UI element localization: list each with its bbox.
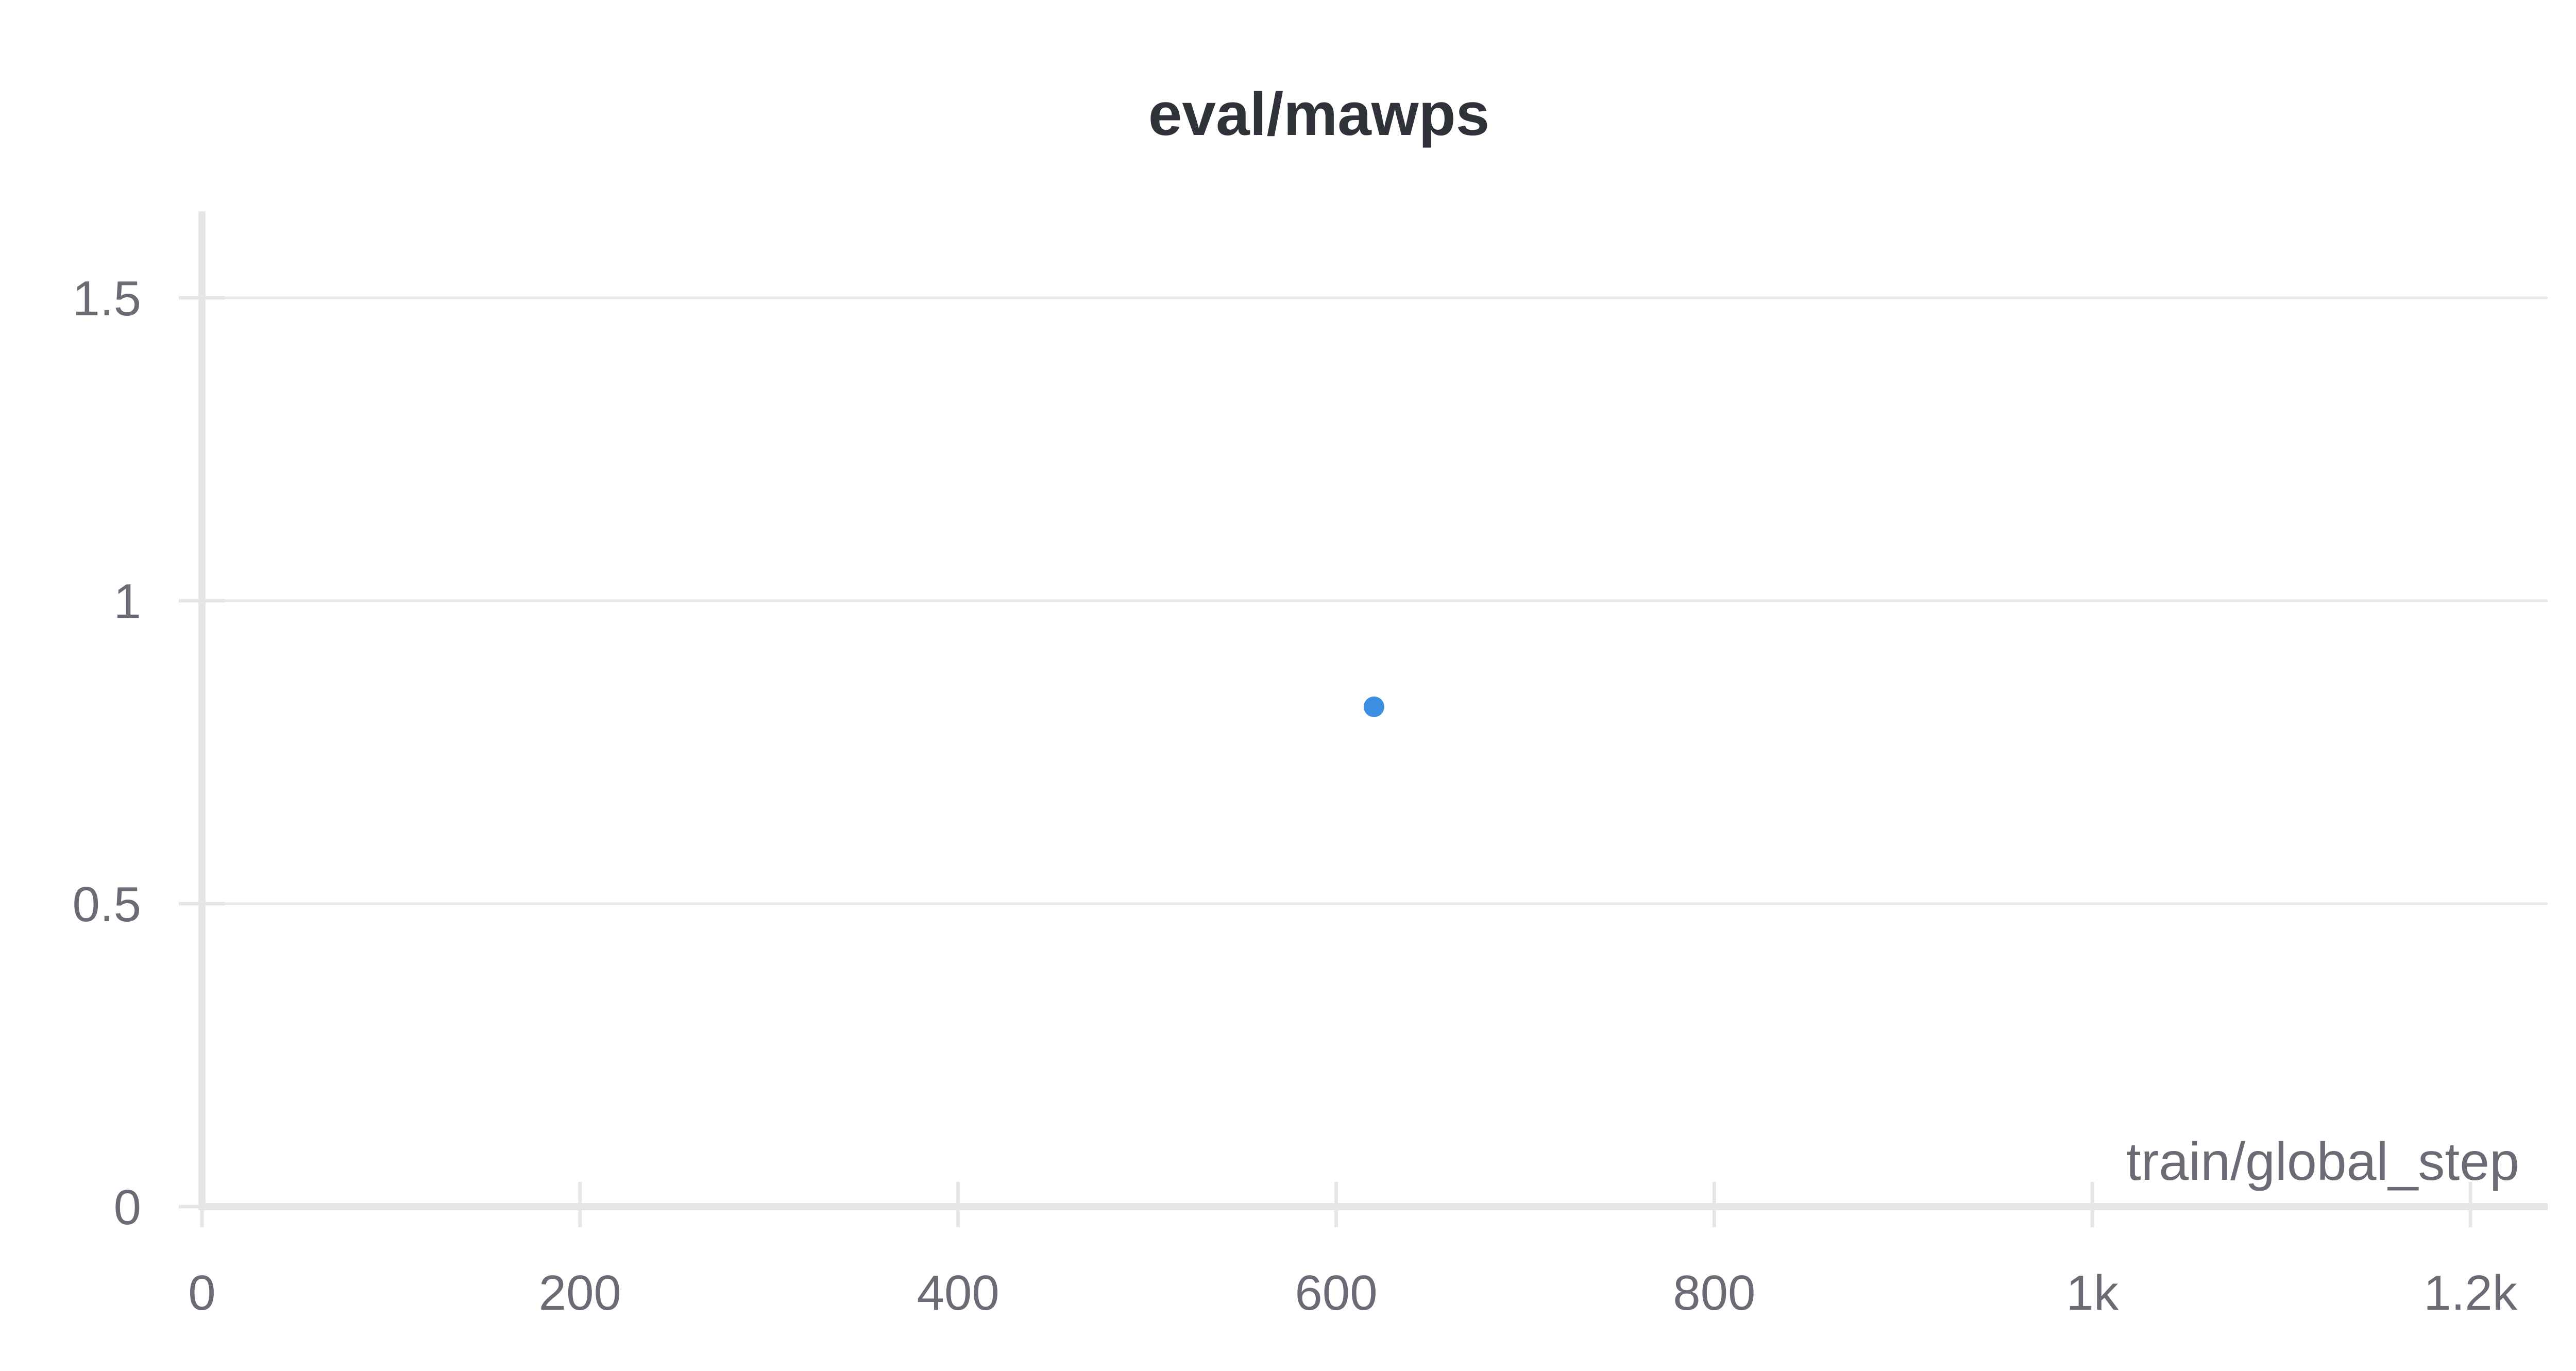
data-point <box>1363 696 1384 717</box>
x-tick-label: 0 <box>188 1265 215 1321</box>
y-tick-label: 0.5 <box>73 877 141 932</box>
chart-title: eval/mawps <box>1148 80 1489 148</box>
x-tick-label: 200 <box>539 1265 621 1321</box>
y-tick-label: 1.5 <box>73 271 141 326</box>
grid <box>202 296 2548 905</box>
axes <box>198 211 2548 1210</box>
data-points <box>1363 696 1384 717</box>
y-axis-ticks: 0 0.5 1 1.5 <box>73 271 225 1235</box>
x-tick-label: 400 <box>917 1265 999 1321</box>
x-axis-label: train/global_step <box>2126 1132 2519 1192</box>
x-tick-label: 1.2k <box>2424 1265 2517 1321</box>
y-tick-label: 1 <box>114 574 141 629</box>
x-tick-label: 1k <box>2066 1265 2119 1321</box>
x-axis-ticks: 0 200 400 600 800 1k 1.2k <box>188 1182 2518 1321</box>
x-tick-label: 800 <box>1673 1265 1755 1321</box>
y-tick-label: 0 <box>114 1180 141 1235</box>
x-tick-label: 600 <box>1295 1265 1377 1321</box>
